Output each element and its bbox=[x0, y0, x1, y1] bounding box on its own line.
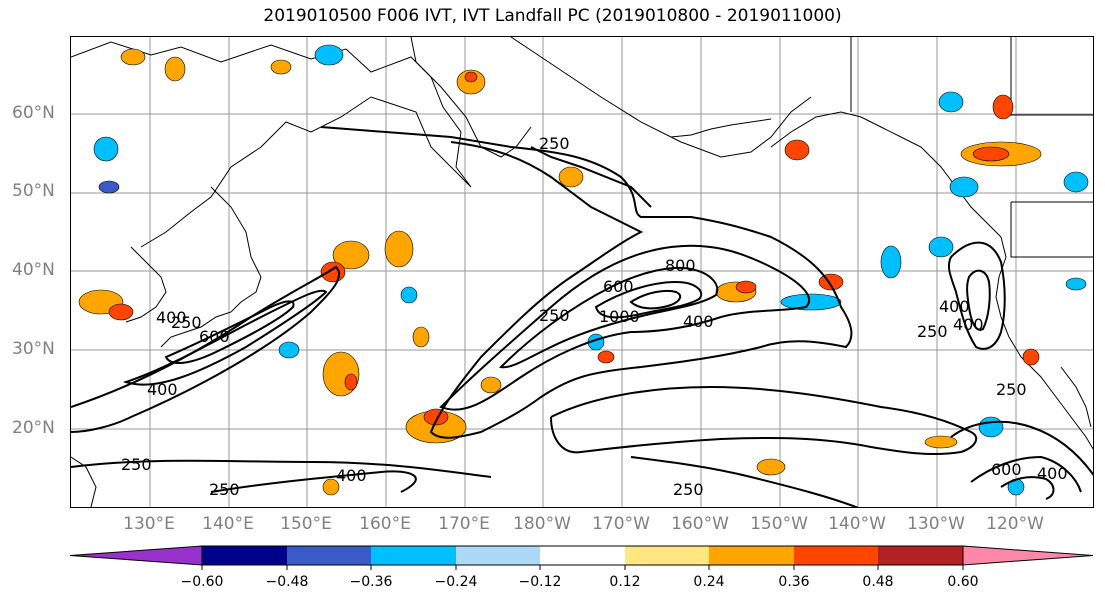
kamchatka-coast bbox=[410, 37, 532, 158]
contour-400-west bbox=[122, 289, 328, 386]
contour-label: 400 bbox=[939, 297, 970, 316]
contour-label: 250 bbox=[539, 306, 570, 325]
colorbar-tick: −0.24 bbox=[434, 574, 478, 590]
lat-label-60n: 60°N bbox=[12, 103, 55, 123]
contour-label: 250 bbox=[996, 380, 1027, 399]
contour-labels: 250 600 400 250 600 800 1000 400 250 400… bbox=[121, 134, 1068, 499]
contour-label: 250 bbox=[171, 313, 202, 332]
contour-250-subtropic bbox=[550, 385, 978, 456]
japan-islands bbox=[160, 186, 262, 348]
contour-label: 250 bbox=[917, 322, 948, 341]
lon-label-160w: 160°W bbox=[671, 514, 729, 534]
colorbar-segment bbox=[371, 546, 456, 565]
lon-label-140e: 140°E bbox=[202, 514, 254, 534]
lon-label-160e: 160°E bbox=[359, 514, 411, 534]
lon-label-130e: 130°E bbox=[123, 514, 175, 534]
graticule bbox=[71, 37, 1093, 507]
colorbar-extension-max bbox=[962, 545, 1094, 566]
contour-label: 400 bbox=[1037, 464, 1068, 483]
aleutians bbox=[670, 118, 772, 138]
lon-label-170e: 170°E bbox=[438, 514, 490, 534]
contour-label: 600 bbox=[603, 277, 634, 296]
colorbar-tick: −0.12 bbox=[518, 574, 562, 590]
colorbar-tick: 0.48 bbox=[862, 574, 894, 590]
contour-label: 600 bbox=[991, 460, 1022, 479]
colorbar-extension-min bbox=[69, 545, 203, 566]
contour-400-southeast bbox=[970, 455, 1082, 493]
contour-250-south-central bbox=[630, 456, 859, 507]
contour-label: 400 bbox=[953, 315, 984, 334]
state-line-wa bbox=[1010, 202, 1093, 258]
lat-label-30n: 30°N bbox=[12, 339, 55, 359]
colorbar-segment bbox=[540, 546, 625, 565]
contour-400-east-high bbox=[966, 269, 991, 331]
contour-1000-centre bbox=[629, 289, 682, 310]
colorbar-tick: −0.60 bbox=[180, 574, 224, 590]
chukotka-coast bbox=[510, 37, 812, 158]
map-canvas: 250 600 400 250 600 800 1000 400 250 400… bbox=[71, 37, 1093, 507]
colorbar-tick: 0.36 bbox=[778, 574, 810, 590]
contour-label: 250 bbox=[539, 134, 570, 153]
siberia-coast bbox=[71, 41, 472, 248]
colorbar-tick: −0.48 bbox=[265, 574, 309, 590]
colorbar-segment bbox=[202, 546, 287, 565]
political-boundaries bbox=[850, 37, 1093, 258]
contour-label: 400 bbox=[336, 466, 367, 485]
ivt-anomaly-fills bbox=[78, 44, 1089, 496]
contour-label: 250 bbox=[209, 480, 240, 499]
coastlines bbox=[71, 37, 1093, 507]
lon-label-130w: 130°W bbox=[907, 514, 965, 534]
lat-label-20n: 20°N bbox=[12, 418, 55, 438]
contour-label: 400 bbox=[156, 308, 187, 327]
lon-label-150w: 150°W bbox=[750, 514, 808, 534]
contour-250-north-east bbox=[530, 146, 652, 208]
colorbar-tick: 0.24 bbox=[693, 574, 725, 590]
contour-600-southeast bbox=[1000, 476, 1055, 500]
contour-250-south bbox=[71, 459, 492, 478]
colorbar-segment bbox=[456, 546, 540, 565]
colorbar-tick: −0.36 bbox=[349, 574, 393, 590]
contour-400-south bbox=[210, 470, 417, 493]
contour-label: 1000 bbox=[599, 307, 640, 326]
lon-label-170w: 170°W bbox=[592, 514, 650, 534]
colorbar-segment bbox=[287, 546, 371, 565]
contour-label: 400 bbox=[683, 312, 714, 331]
contour-400-centre bbox=[439, 244, 811, 411]
colorbar-tick: 0.60 bbox=[947, 574, 979, 590]
southeast-asia-coast bbox=[71, 456, 97, 507]
province-line-bc bbox=[1010, 37, 1093, 116]
contour-label: 800 bbox=[665, 256, 696, 275]
contour-label: 400 bbox=[147, 380, 178, 399]
lon-label-150e: 150°E bbox=[280, 514, 332, 534]
contour-250-southeast bbox=[950, 420, 1093, 476]
ivt-contours bbox=[71, 126, 1093, 507]
lon-label-180w: 180°W bbox=[513, 514, 571, 534]
contour-250-centre bbox=[320, 126, 853, 439]
colorbar-segment bbox=[709, 546, 794, 565]
lat-label-40n: 40°N bbox=[12, 260, 55, 280]
colorbar-segment bbox=[878, 546, 963, 565]
colorbar-segment bbox=[625, 546, 709, 565]
korea-coast bbox=[125, 246, 167, 323]
contour-600-centre bbox=[498, 266, 719, 369]
colorbar-tick: 0.12 bbox=[609, 574, 641, 590]
na-west-coast bbox=[995, 236, 1093, 450]
contour-label: 250 bbox=[673, 480, 704, 499]
baja-coast bbox=[1060, 366, 1092, 428]
contour-250-east-high bbox=[947, 241, 1006, 350]
lon-label-140w: 140°W bbox=[828, 514, 886, 534]
contour-600-west bbox=[164, 300, 295, 364]
chart-title: 2019010500 F006 IVT, IVT Landfall PC (20… bbox=[263, 6, 842, 26]
lat-label-50n: 50°N bbox=[12, 181, 55, 201]
colorbar-segments bbox=[69, 545, 1094, 570]
colorbar-segment bbox=[794, 546, 878, 565]
contour-label: 250 bbox=[121, 455, 152, 474]
alaska-coast bbox=[770, 111, 1002, 238]
contour-800-centre bbox=[594, 280, 703, 319]
map-panel: 250 600 400 250 600 800 1000 400 250 400… bbox=[70, 36, 1094, 508]
colorbar-outline bbox=[201, 545, 964, 566]
lon-label-120w: 120°W bbox=[986, 514, 1044, 534]
contour-label: 600 bbox=[199, 327, 230, 346]
